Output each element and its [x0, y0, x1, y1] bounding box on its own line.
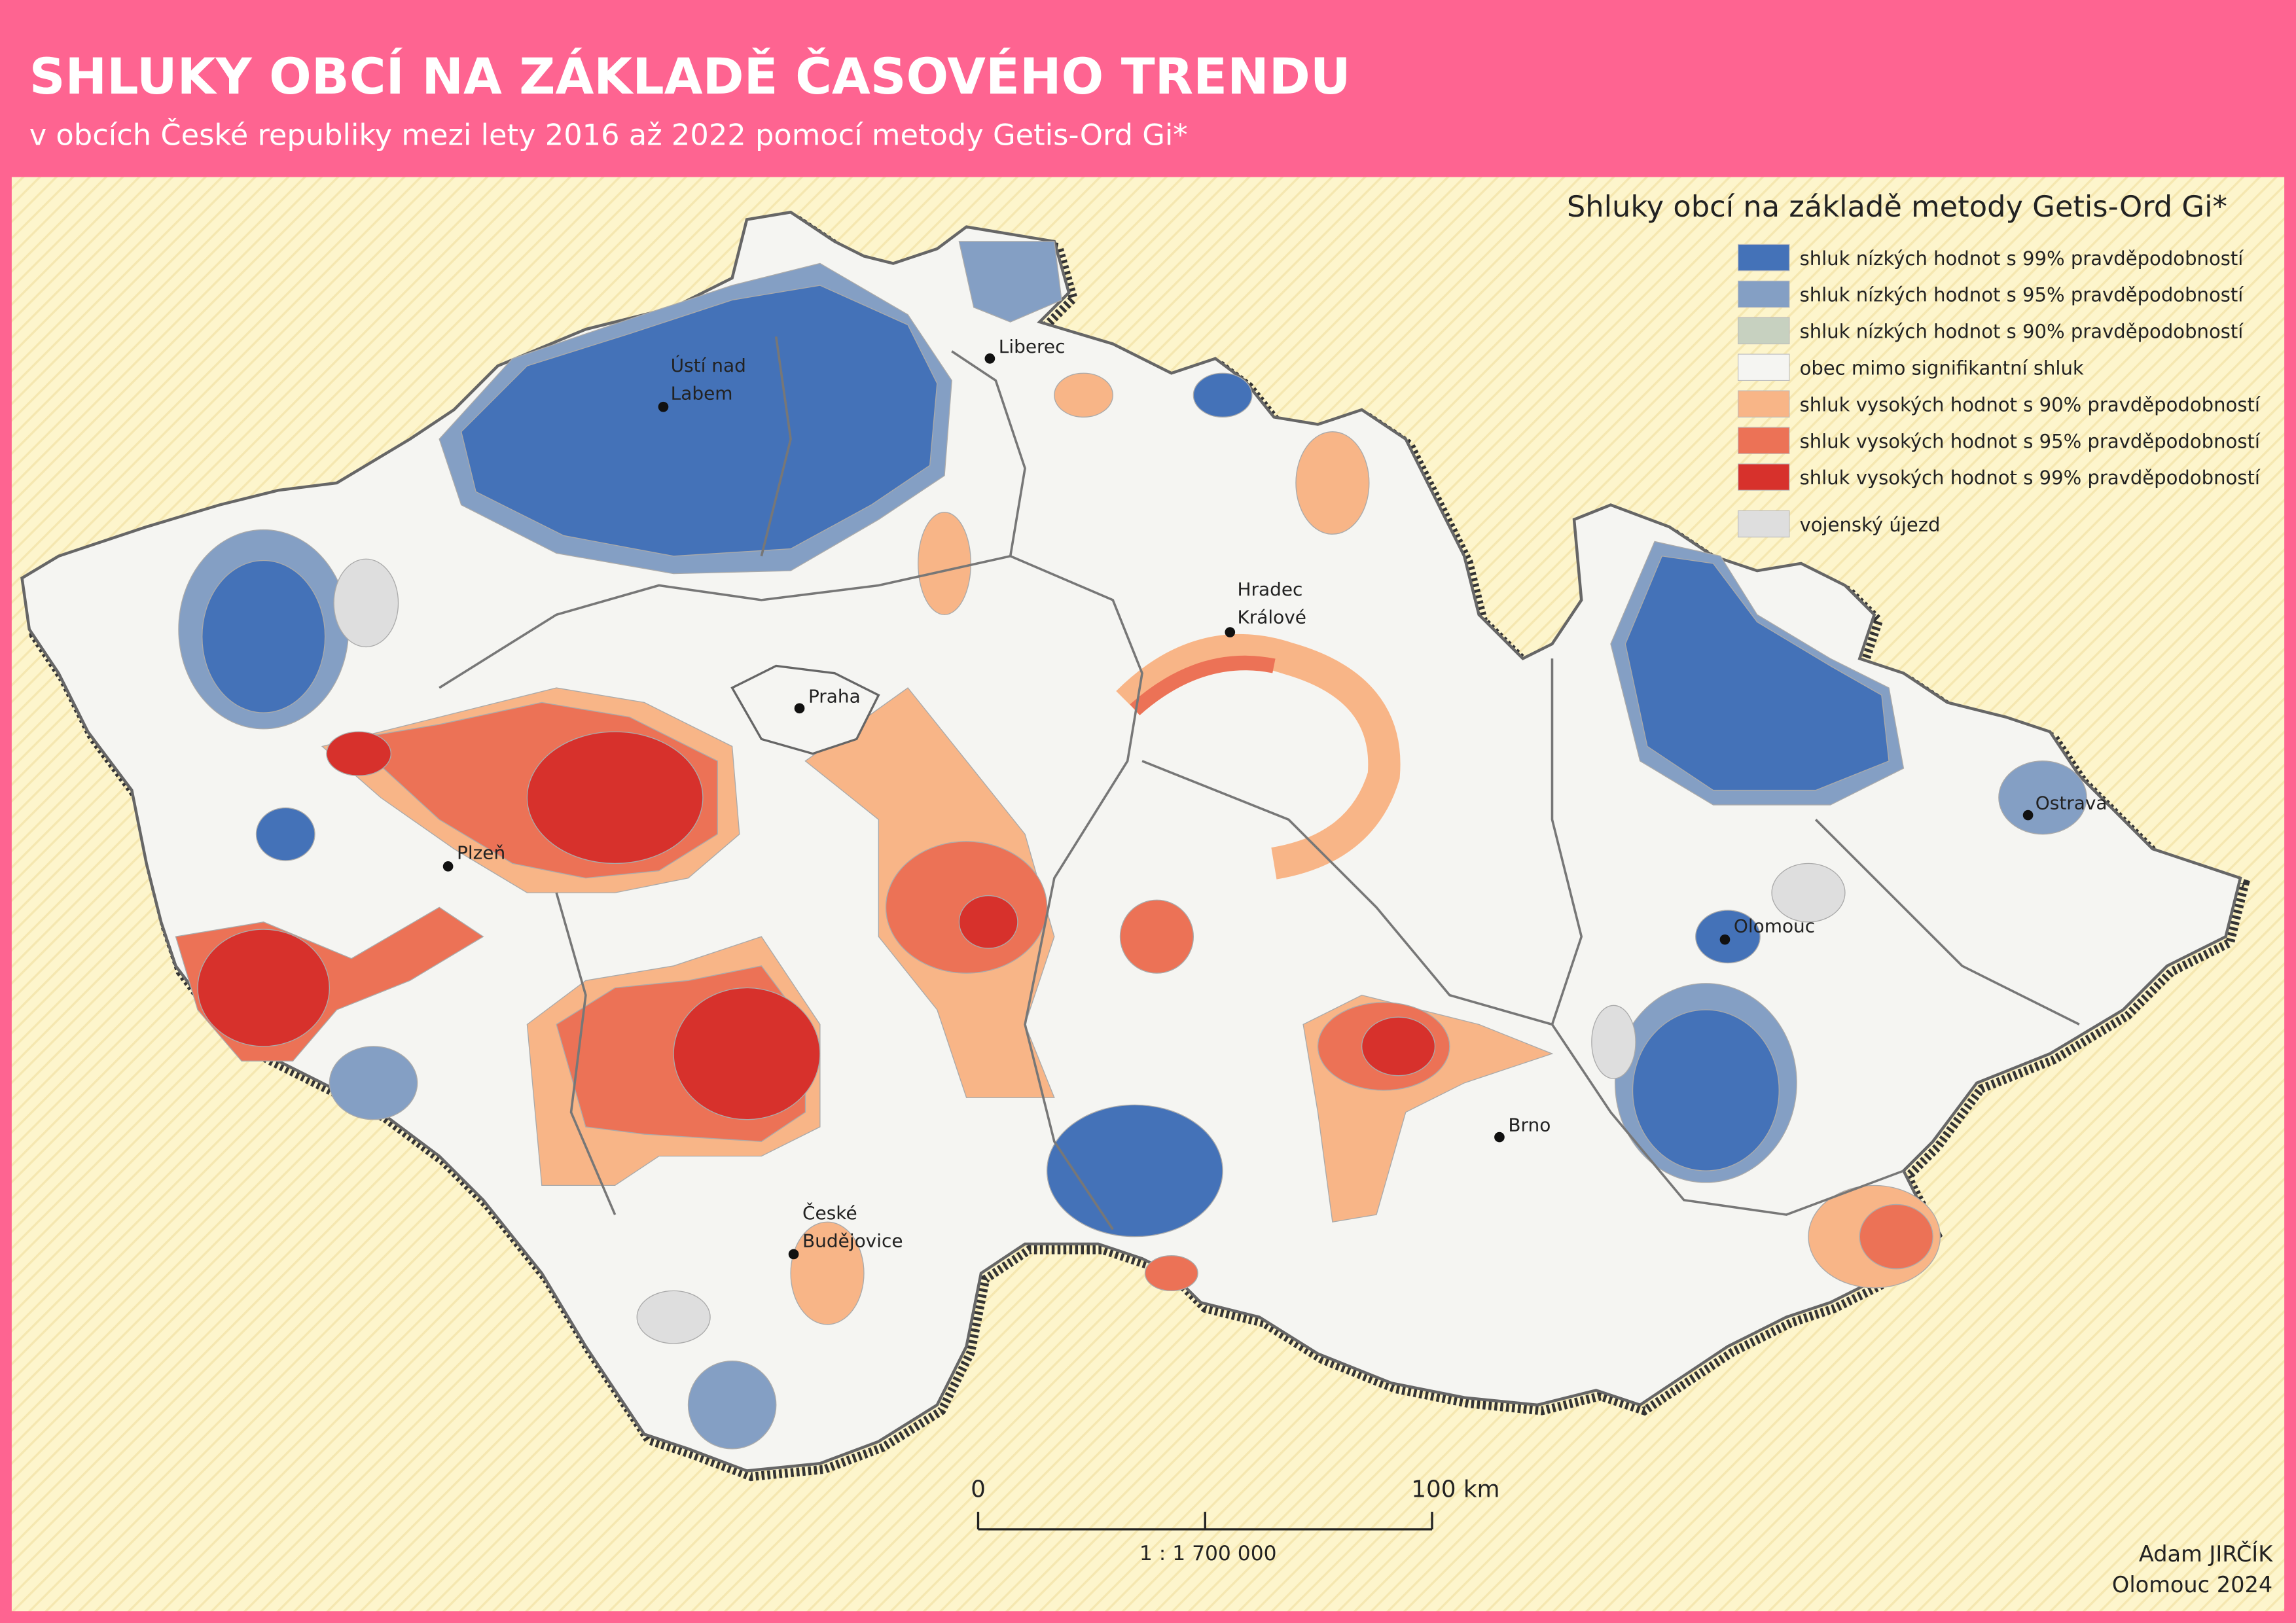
scale-start: 0: [971, 1476, 986, 1503]
cluster-high: [958, 895, 1018, 949]
cluster-high: [1295, 431, 1370, 535]
legend-swatch: [1738, 463, 1790, 491]
legend-label: shluk nízkých hodnot s 95% pravděpodobno…: [1800, 284, 2244, 306]
cluster-low: [255, 807, 315, 861]
city-label: Brno: [1508, 1115, 1551, 1136]
region-border: [439, 554, 1143, 1230]
city-dot: [442, 861, 454, 872]
region-border: [951, 350, 1026, 557]
cluster-high: [918, 512, 971, 615]
cluster-high: [1116, 633, 1401, 880]
city-label: Praha: [808, 685, 861, 707]
city-label: Olomouc: [1734, 915, 1815, 936]
cluster-high: [526, 731, 704, 865]
region-border: [760, 336, 792, 557]
subtitle: v obcích České republiky mezi lety 2016 …: [29, 117, 1188, 152]
cluster-low: [1193, 372, 1253, 418]
legend: Shluky obcí na základě metody Getis-Ord …: [1567, 189, 2261, 538]
city-label: Králové: [1237, 607, 1306, 628]
city-label: Hradec: [1237, 579, 1302, 600]
city-dot: [658, 401, 669, 412]
military-area: [333, 558, 399, 648]
cluster-high: [1054, 372, 1113, 418]
city-dot: [1225, 627, 1236, 637]
praha: [730, 664, 880, 755]
city-dot: [788, 1249, 799, 1260]
cluster-low: [202, 560, 326, 713]
legend-swatch: [1738, 317, 1790, 345]
cluster-high: [1859, 1204, 1933, 1270]
scale-ratio: 1 : 1 700 000: [1139, 1542, 1277, 1565]
region-borders: [439, 336, 2080, 1230]
cluster-high: [326, 731, 392, 776]
legend-swatch: [1738, 427, 1790, 454]
region-border: [1141, 658, 1583, 1026]
city-label: Ostrava: [2036, 793, 2108, 814]
legend-label: shluk nízkých hodnot s 99% pravděpodobno…: [1800, 247, 2244, 270]
legend-label: shluk vysokých hodnot s 90% pravděpodobn…: [1800, 393, 2261, 416]
city-dot: [1494, 1132, 1505, 1143]
author-place: Olomouc 2024: [2112, 1572, 2272, 1597]
cluster-low: [1632, 1009, 1780, 1171]
city-label: České: [802, 1202, 857, 1224]
legend-swatch: [1738, 353, 1790, 381]
region-border: [1814, 819, 2080, 1026]
city-dot: [1719, 934, 1731, 945]
clusters: [175, 241, 2087, 1450]
cluster-low: [1624, 556, 1890, 791]
legend-label: shluk nízkých hodnot s 90% pravděpodobno…: [1800, 321, 2244, 343]
legend-swatch: [1738, 243, 1790, 272]
city-label: Ústí nad: [671, 354, 746, 376]
cluster-high: [1119, 899, 1194, 974]
cluster-low: [329, 1046, 418, 1120]
city-dot: [2022, 810, 2034, 821]
cluster-high: [790, 1221, 865, 1325]
military-area: [1771, 863, 1846, 923]
cluster-high: [1361, 1016, 1436, 1077]
city-label: Budějovice: [802, 1230, 903, 1251]
cluster-low: [687, 1361, 777, 1450]
military-area: [636, 1290, 711, 1344]
cluster-low: [1998, 760, 2087, 835]
city-label: Labem: [671, 383, 733, 404]
title: SHLUKY OBCÍ NA ZÁKLADĚ ČASOVÉHO TRENDU: [29, 46, 1351, 105]
legend-label: shluk vysokých hodnot s 99% pravděpodobn…: [1800, 467, 2261, 489]
legend-swatch: [1738, 280, 1790, 308]
city-dot: [794, 703, 805, 714]
cluster-high: [197, 929, 331, 1047]
military-area: [1591, 1005, 1636, 1079]
cluster-low: [460, 285, 938, 557]
cluster-high: [1130, 655, 1276, 715]
city-dot: [984, 353, 996, 364]
legend-label: obec mimo signifikantní shluk: [1800, 357, 2084, 379]
cluster-low: [958, 241, 1062, 323]
cluster-high: [673, 987, 821, 1120]
region-border: [1551, 1024, 1905, 1216]
cities: Ústí nad Labem Liberec Hradec Králové Praha Pl…: [442, 336, 2108, 1260]
legend-label: vojenský újezd: [1800, 514, 1941, 536]
legend-label: shluk vysokých hodnot s 95% pravděpodobn…: [1800, 430, 2261, 452]
city-label: Liberec: [999, 336, 1066, 357]
cluster-high: [1144, 1255, 1198, 1292]
scale-bar: [977, 1512, 1433, 1531]
region-border: [555, 892, 617, 1215]
legend-title: Shluky obcí na základě metody Getis-Ord …: [1567, 189, 2227, 224]
city-label: Plzeň: [457, 842, 505, 864]
scale-end: 100 km: [1411, 1476, 1499, 1503]
legend-swatch: [1738, 390, 1790, 418]
author-name: Adam JIRČÍK: [2139, 1541, 2273, 1567]
legend-swatch: [1738, 510, 1790, 538]
cluster-low: [1046, 1104, 1223, 1238]
